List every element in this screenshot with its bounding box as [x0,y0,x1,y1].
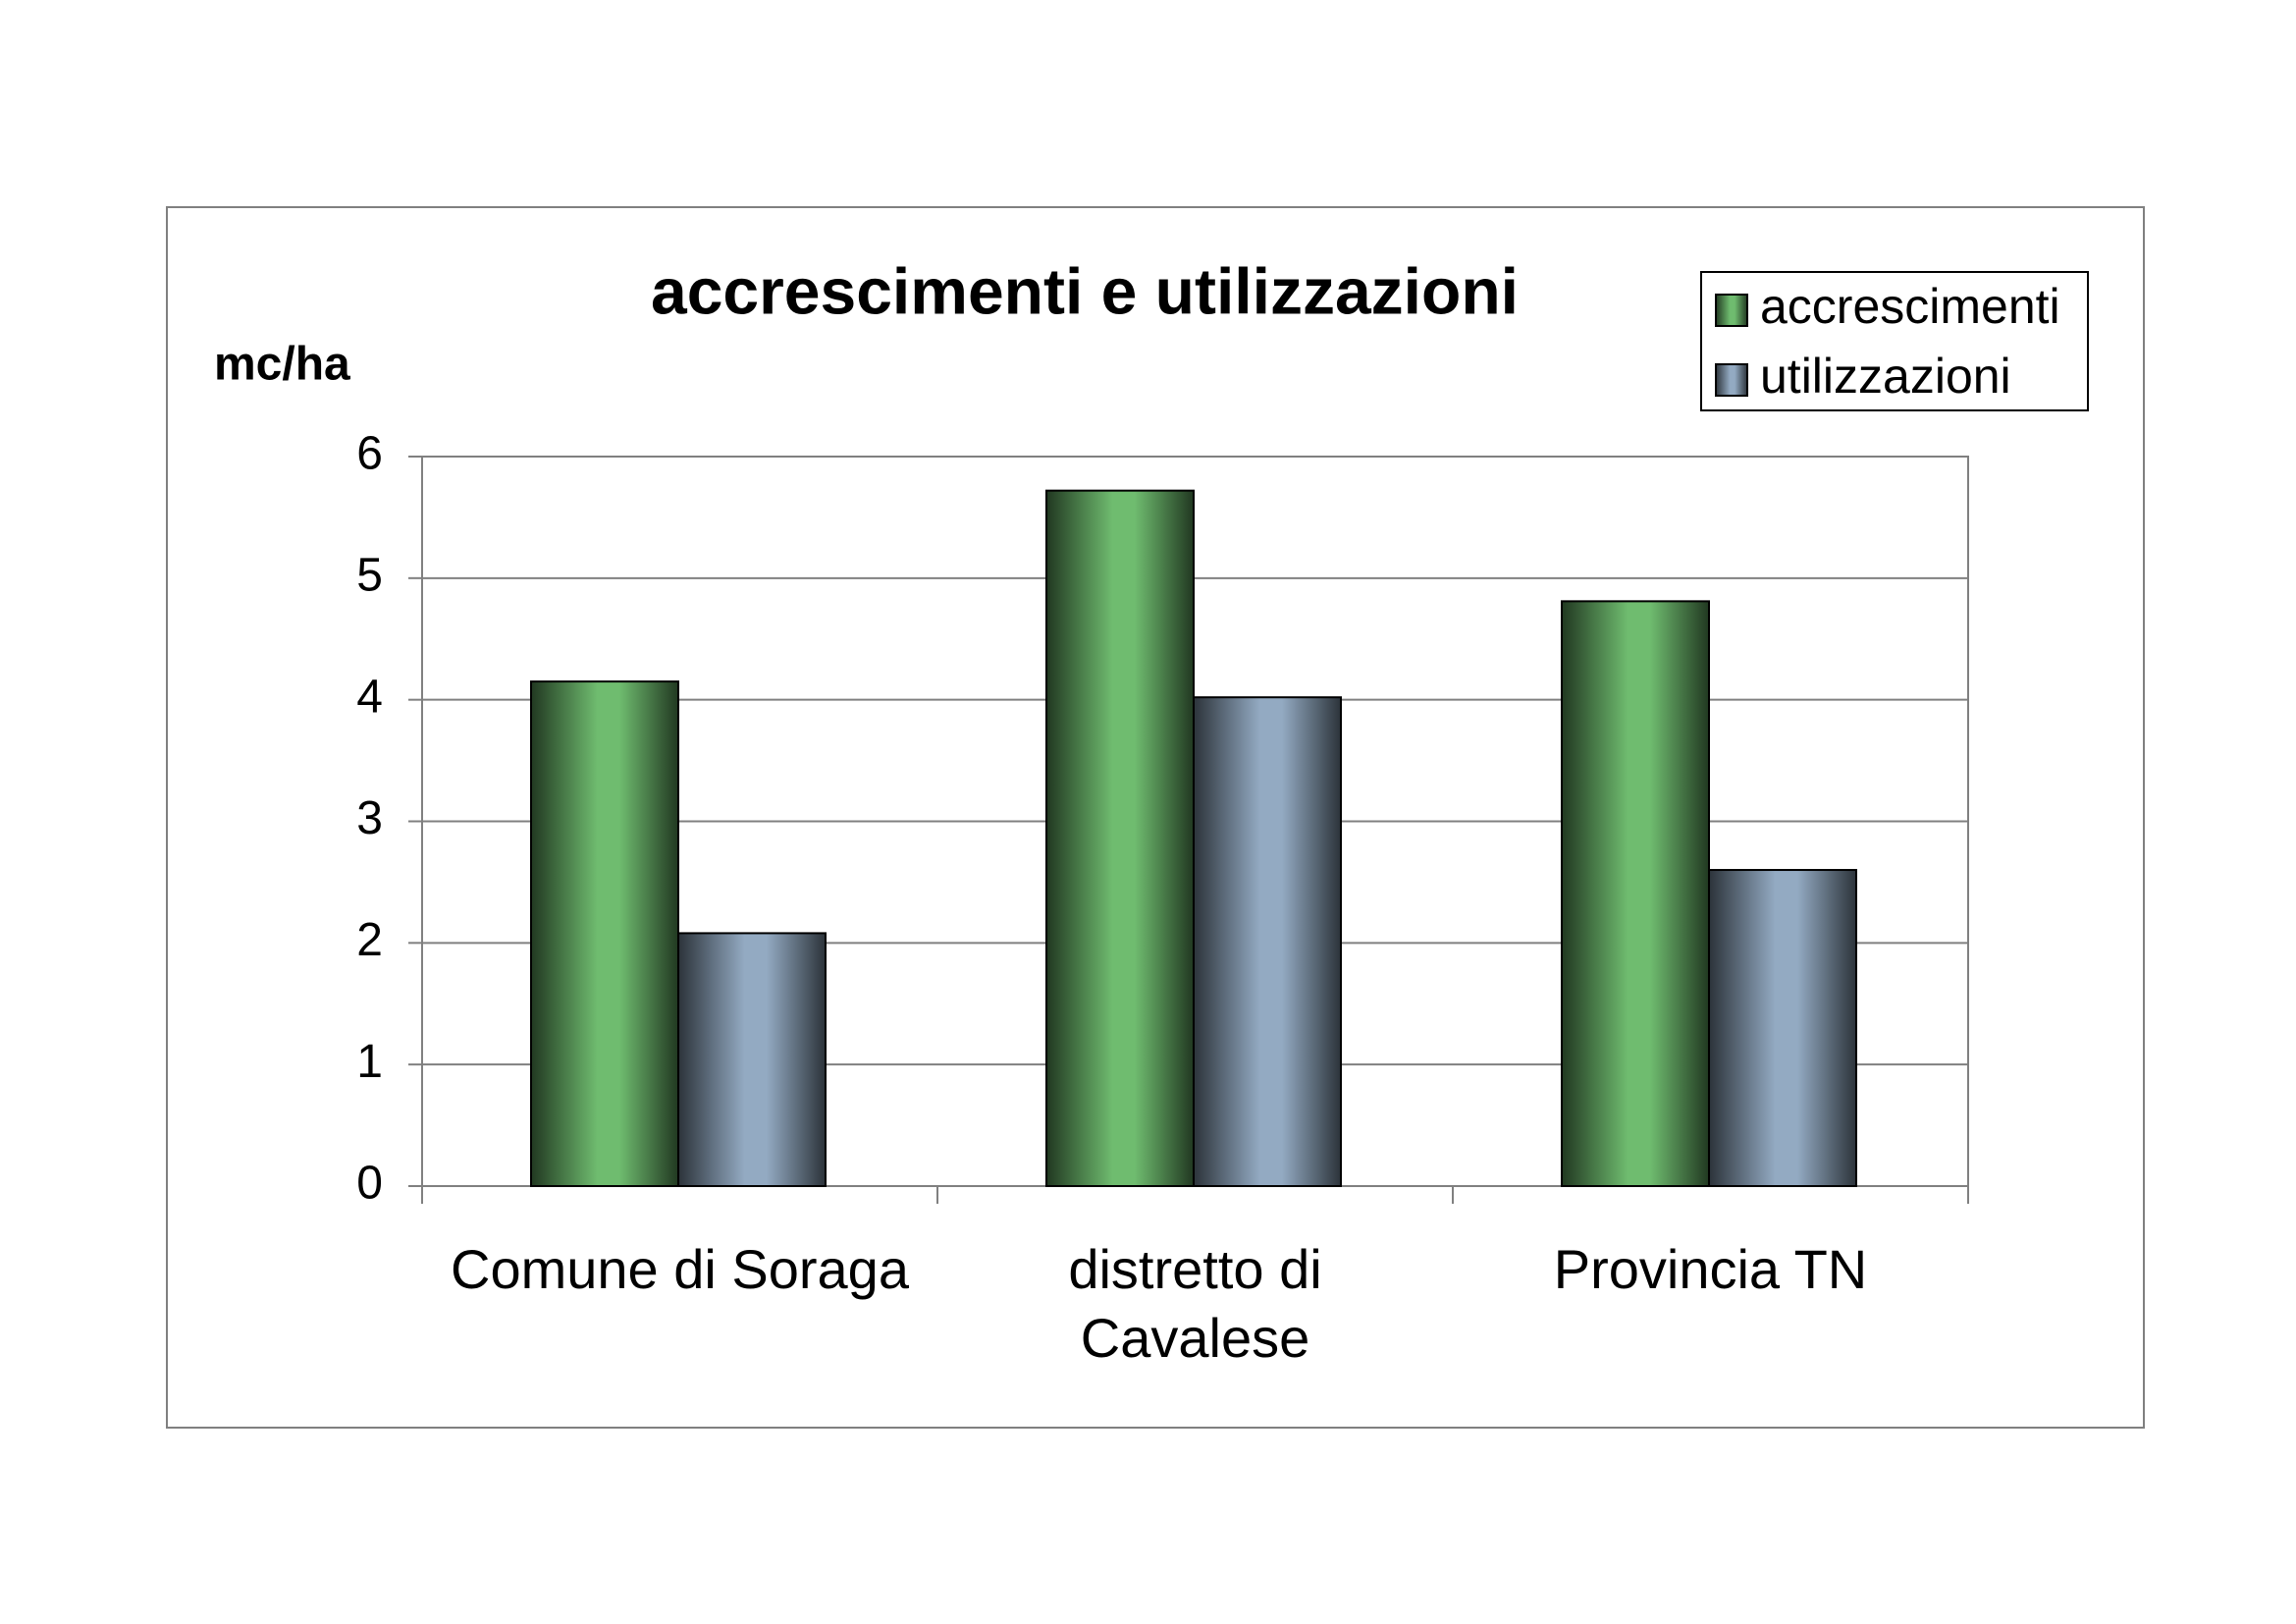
legend-box [1700,271,2089,411]
x-tick-label: Provincia TN [1553,1238,1868,1300]
chart-title: accrescimenti e utilizzazioni [651,254,1519,327]
legend-label: utilizzazioni [1760,349,2011,404]
legend-label: accrescimenti [1760,279,2060,334]
bar [1561,600,1710,1187]
y-tick-label: 1 [356,1036,383,1088]
bar [1193,696,1342,1187]
y-tick-label: 5 [356,550,383,602]
x-tick-label: Comune di Soraga [451,1238,909,1300]
y-tick-label: 2 [356,914,383,966]
bar [677,932,827,1188]
legend-swatch [1715,294,1748,327]
y-axis-label: mc/ha [214,339,350,391]
bar [530,680,679,1187]
bar [1045,489,1195,1187]
y-tick-label: 4 [356,671,383,723]
y-tick-label: 3 [356,792,383,844]
y-tick-label: 0 [356,1158,383,1210]
bar [1708,869,1857,1187]
y-tick-label: 6 [356,428,383,480]
legend-swatch [1715,363,1748,397]
x-tick-label: distretto di Cavalese [1068,1238,1322,1369]
